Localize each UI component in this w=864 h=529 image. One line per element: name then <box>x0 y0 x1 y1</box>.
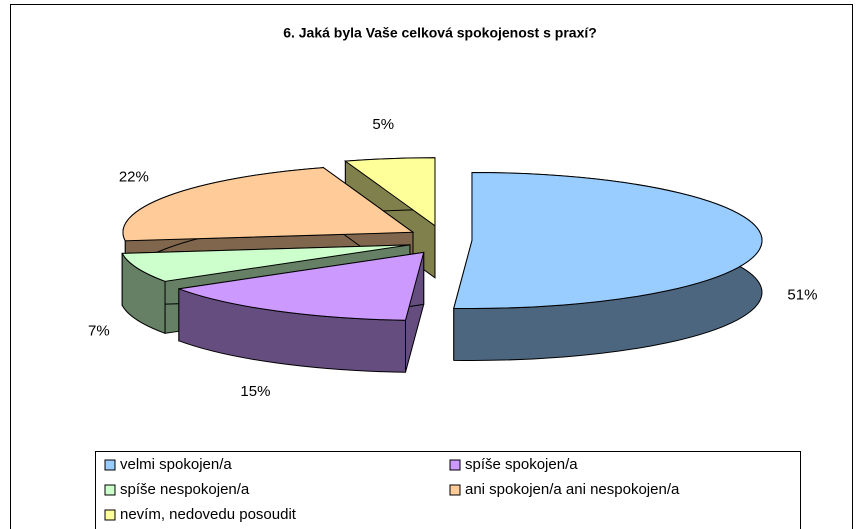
legend-label: spíše spokojen/a <box>465 456 578 473</box>
data-label: 15% <box>240 383 270 400</box>
data-label: 7% <box>88 322 110 339</box>
legend-label: nevím, nedovedu posoudit <box>120 506 297 523</box>
chart-title: 6. Jaká byla Vaše celková spokojenost s … <box>283 25 597 41</box>
slice <box>453 171 763 361</box>
legend-label: ani spokojen/a ani nespokojen/a <box>465 481 680 498</box>
data-label: 51% <box>787 287 817 304</box>
data-label: 5% <box>372 116 394 133</box>
slice-top <box>343 157 436 227</box>
legend-box <box>95 451 801 529</box>
legend-swatch <box>449 484 461 496</box>
legend-label: spíše nespokojen/a <box>120 481 250 498</box>
slice-top <box>121 244 410 282</box>
data-label: 22% <box>119 169 149 186</box>
legend-swatch <box>104 484 116 496</box>
legend-label: velmi spokojen/a <box>120 456 232 473</box>
legend-swatch <box>449 459 461 471</box>
legend-swatch <box>104 459 116 471</box>
legend-swatch <box>104 509 116 521</box>
slice-top <box>122 167 415 242</box>
slice-top <box>178 251 425 321</box>
slice <box>178 251 425 373</box>
slice-top <box>453 171 763 309</box>
